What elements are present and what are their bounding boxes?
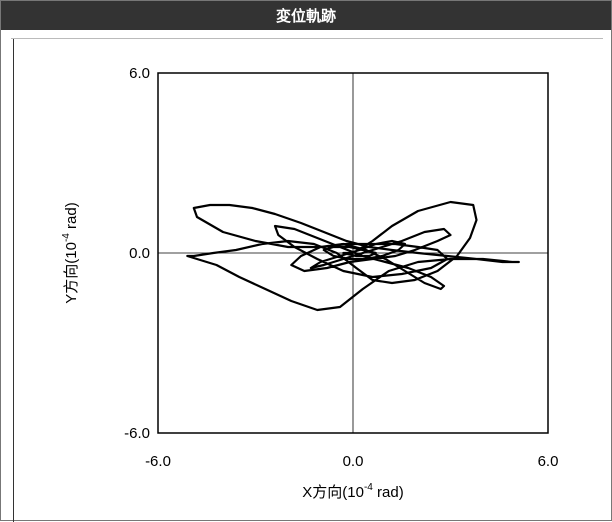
x-axis-label-superscript: -4 bbox=[364, 482, 373, 493]
y-axis-label-main: Y方向(10 bbox=[63, 242, 80, 304]
x-tick-label-left: -6.0 bbox=[145, 453, 171, 470]
y-axis-label-superscript: -4 bbox=[61, 233, 72, 242]
chart-title-bar: 変位軌跡 bbox=[1, 1, 611, 30]
x-axis-label-main: X方向(10 bbox=[302, 484, 364, 501]
y-tick-label-middle: 0.0 bbox=[129, 245, 150, 262]
x-tick-label-right: 6.0 bbox=[538, 453, 559, 470]
x-tick-label-middle: 0.0 bbox=[343, 453, 364, 470]
left-edge-bar bbox=[13, 39, 14, 522]
x-axis-label: X方向(10-4 rad) bbox=[302, 482, 403, 501]
y-tick-label-top: 6.0 bbox=[129, 65, 150, 82]
y-tick-label-bottom: -6.0 bbox=[124, 425, 150, 442]
y-axis-label-end: rad) bbox=[63, 202, 80, 233]
displacement-trajectory-line bbox=[186, 200, 520, 312]
y-axis-label: Y方向(10-4 rad) bbox=[61, 202, 80, 303]
x-axis-label-end: rad) bbox=[373, 484, 404, 501]
title-divider bbox=[11, 38, 603, 39]
